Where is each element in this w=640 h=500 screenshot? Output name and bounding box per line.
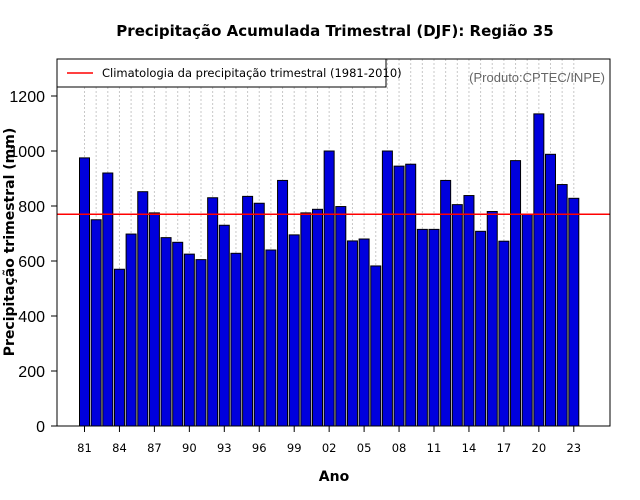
legend-box bbox=[56, 58, 387, 88]
x-tick-label: 14 bbox=[462, 441, 477, 455]
bar-1990 bbox=[183, 253, 195, 427]
bar-1992 bbox=[207, 197, 219, 427]
x-axis-label: Ano bbox=[319, 469, 350, 485]
y-tick-label: 200 bbox=[18, 364, 45, 381]
y-axis: 0 200 400 600 800 1000 1200 bbox=[9, 89, 57, 436]
x-tick-label: 02 bbox=[322, 441, 337, 455]
bar-2003 bbox=[335, 206, 347, 427]
bar-2006 bbox=[370, 265, 382, 427]
bar-2011 bbox=[428, 228, 440, 427]
x-tick-label: 96 bbox=[252, 441, 267, 455]
y-tick-label: 1000 bbox=[9, 144, 45, 161]
bar-1999 bbox=[288, 234, 300, 427]
bar-2012 bbox=[440, 179, 452, 427]
y-tick-label: 1200 bbox=[9, 89, 45, 106]
product-credit: (Produto:CPTEC/INPE) bbox=[469, 70, 605, 85]
bar-2000 bbox=[300, 212, 312, 427]
legend-climatology-label: Climatologia da precipitação trimestral … bbox=[102, 66, 402, 80]
legend: Climatologia da precipitação trimestral … bbox=[56, 58, 402, 88]
bar-1997 bbox=[265, 249, 277, 427]
bar-1988 bbox=[160, 237, 172, 427]
x-tick-label: 05 bbox=[357, 441, 372, 455]
y-axis-label: Precipitação trimestral (mm) bbox=[2, 128, 18, 356]
bar-2018 bbox=[510, 160, 522, 427]
y-tick-label: 0 bbox=[36, 419, 45, 436]
bar-2023 bbox=[568, 197, 580, 427]
bar-2021 bbox=[545, 153, 556, 427]
x-tick-label: 08 bbox=[392, 441, 407, 455]
x-tick-label: 90 bbox=[182, 441, 197, 455]
bar-2019 bbox=[521, 213, 533, 427]
y-tick-label: 600 bbox=[18, 254, 45, 271]
bar-1981 bbox=[79, 157, 90, 427]
x-tick-label: 99 bbox=[287, 441, 302, 455]
bar-1986 bbox=[137, 191, 149, 427]
x-axis: 81 84 87 90 93 96 99 02 05 08 11 14 17 20 23 bbox=[77, 426, 581, 455]
bar-2015 bbox=[475, 230, 487, 427]
x-tick-label: 20 bbox=[532, 441, 547, 455]
y-tick-label: 800 bbox=[18, 199, 45, 216]
bar-1995 bbox=[242, 195, 254, 427]
x-tick-label: 17 bbox=[497, 441, 512, 455]
bar-2010 bbox=[416, 228, 428, 427]
bar-2007 bbox=[381, 150, 393, 427]
x-tick-label: 87 bbox=[147, 441, 162, 455]
bar-2008 bbox=[393, 165, 405, 427]
bar-2004 bbox=[346, 240, 358, 427]
bar-2013 bbox=[451, 204, 463, 427]
bar-1989 bbox=[172, 241, 184, 427]
bar-1982 bbox=[90, 219, 102, 427]
bar-2005 bbox=[358, 238, 370, 427]
bar-2014 bbox=[463, 195, 475, 427]
bar-1985 bbox=[125, 233, 137, 427]
bars bbox=[79, 113, 580, 427]
bar-2020 bbox=[533, 113, 545, 427]
bar-2009 bbox=[405, 163, 417, 427]
bar-1993 bbox=[218, 224, 230, 427]
bar-1983 bbox=[102, 172, 114, 427]
bar-1998 bbox=[277, 179, 289, 427]
bar-1991 bbox=[195, 259, 207, 427]
x-tick-label: 11 bbox=[427, 441, 442, 455]
bar-1984 bbox=[113, 268, 125, 427]
chart-title: Precipitação Acumulada Trimestral (DJF):… bbox=[116, 22, 553, 40]
x-tick-label: 93 bbox=[217, 441, 232, 455]
bar-2016 bbox=[486, 211, 498, 427]
bar-1996 bbox=[253, 202, 265, 427]
bar-2002 bbox=[323, 150, 335, 427]
y-tick-label: 400 bbox=[18, 309, 45, 326]
bar-2017 bbox=[498, 240, 510, 427]
bar-1987 bbox=[148, 212, 160, 427]
x-tick-label: 23 bbox=[566, 441, 581, 455]
x-tick-label: 84 bbox=[112, 441, 127, 455]
bar-2001 bbox=[312, 208, 323, 427]
x-tick-label: 81 bbox=[77, 441, 92, 455]
bar-2022 bbox=[556, 184, 568, 427]
bar-1994 bbox=[230, 252, 242, 427]
